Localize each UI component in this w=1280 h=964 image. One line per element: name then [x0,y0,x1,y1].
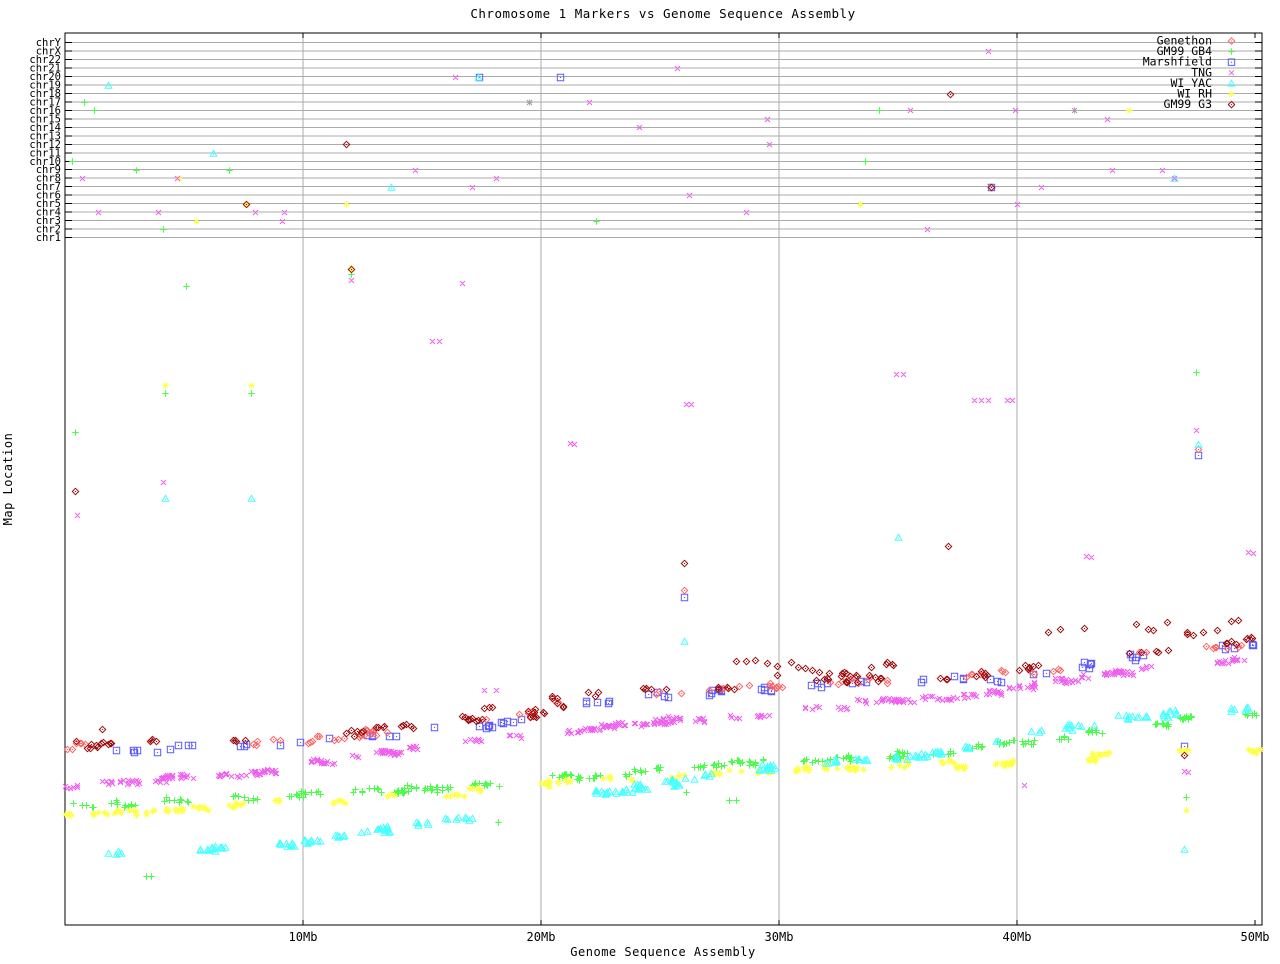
chrom-label-chr20: chr20 [29,71,61,83]
legend-label: TNG [1191,65,1212,79]
x-tick-label-40Mb: 40Mb [1003,930,1032,944]
chrom-label-chr14: chr14 [29,122,61,134]
legend-marker-diamond-dot [1227,37,1236,45]
legend-item-wi-yac: WI YAC [1170,76,1236,90]
chrom-label-chrY: chrY [36,37,62,49]
y-axis-label: Map Location [1,433,15,526]
chrom-label-chrX: chrX [36,46,62,58]
chrom-label-chr12: chr12 [29,139,61,151]
chrom-label-chr17: chr17 [29,96,61,108]
legend-item-tng: TNG [1191,65,1235,79]
x-tick-label-20Mb: 20Mb [527,930,556,944]
chrom-label-chr19: chr19 [29,80,61,92]
chrom-label-chr5: chr5 [36,198,61,210]
legend-label: WI YAC [1170,76,1212,90]
chrom-label-chr2: chr2 [36,224,61,236]
chrom-label-chr11: chr11 [29,147,61,159]
legend-label: WI RH [1177,87,1212,101]
data-points-layer [62,48,1264,880]
series-marshfield [112,73,1258,757]
chrom-label-chr6: chr6 [36,190,61,202]
legend-item-gm99-g3: GM99 G3 [1164,97,1236,111]
chrom-label-chr21: chr21 [29,63,61,75]
chrom-label-chr9: chr9 [36,164,61,176]
x-tick-label-50Mb: 50Mb [1241,930,1270,944]
series-genethon [63,183,1246,754]
chrom-label-chr8: chr8 [36,173,61,185]
chrom-label-chr4: chr4 [36,207,61,219]
legend-marker-triangle-dot [1227,79,1236,87]
series-gm99-gb4 [69,99,1260,880]
legend-label: GM99 GB4 [1157,44,1212,58]
chrom-label-chr16: chr16 [29,105,61,117]
chrom-label-chr13: chr13 [29,130,61,142]
series-gm99-g3 [71,90,1257,760]
series-tng [62,48,1257,792]
series-wi-yac [104,73,1253,858]
axes-layer: chrYchrXchr22chr21chr20chr19chr18chr17ch… [29,32,1270,944]
chrom-label-chr22: chr22 [29,54,61,66]
chrom-label-chr1: chr1 [36,232,61,244]
x-tick-label-10Mb: 10Mb [289,930,318,944]
legend-label: GM99 G3 [1164,97,1213,111]
legend-item-marshfield: Marshfield [1143,55,1236,69]
x-axis-label: Genome Sequence Assembly [570,945,755,959]
legend-label: Genethon [1157,34,1212,48]
legend-marker-asterisk [1228,90,1235,98]
x-tick-label-30Mb: 30Mb [765,930,794,944]
legend-item-wi-rh: WI RH [1177,87,1235,101]
chart-title: Chromosome 1 Markers vs Genome Sequence … [470,6,855,21]
legend-item-gm99-gb4: GM99 GB4 [1157,44,1235,58]
chrom-label-chr3: chr3 [36,215,61,227]
legend-marker-square-dot [1227,58,1236,66]
legend-marker-plus [1228,48,1235,55]
chrom-label-chr10: chr10 [29,156,61,168]
legend-marker-diamond-dot [1227,100,1236,109]
legend-item-genethon: Genethon [1157,34,1236,48]
legend-label: Marshfield [1143,55,1212,69]
grid-layer [65,33,1262,925]
plot-border [64,32,1263,926]
chrom-label-chr15: chr15 [29,113,61,125]
chrom-label-chr7: chr7 [36,181,61,193]
legend-marker-cross [1228,69,1235,76]
chrom-label-chr18: chr18 [29,88,61,100]
series-wi-rh [62,107,1264,819]
